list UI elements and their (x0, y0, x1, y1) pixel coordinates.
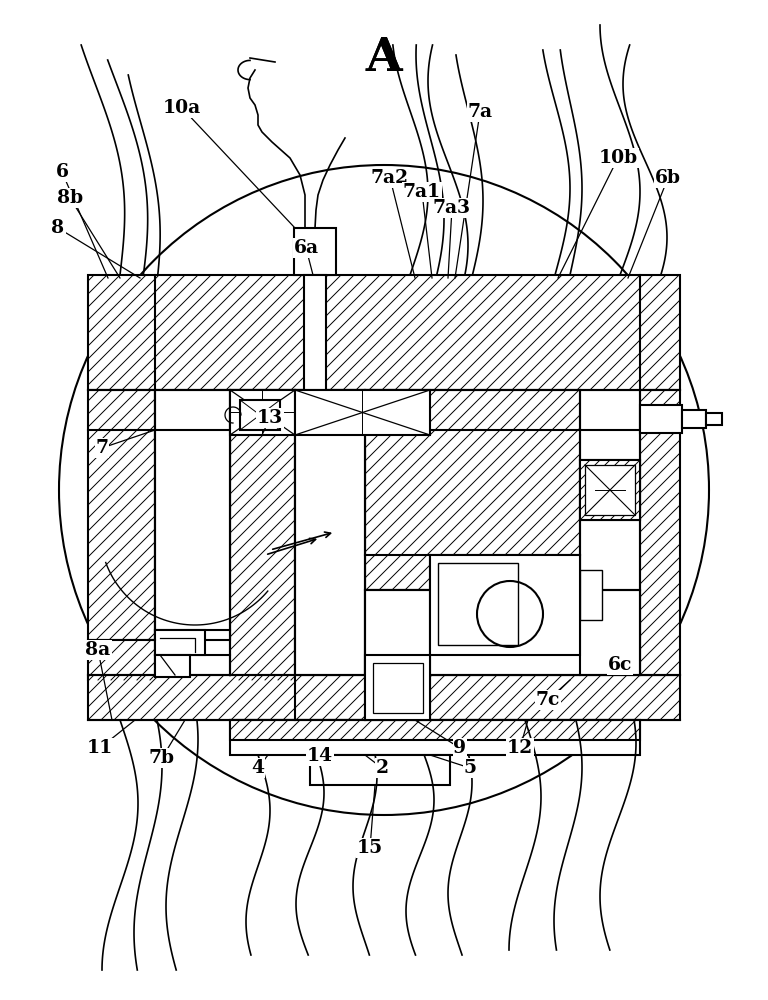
Text: 7b: 7b (149, 749, 175, 767)
Bar (373, 663, 423, 713)
Text: 6a: 6a (293, 239, 319, 257)
Text: A: A (366, 35, 402, 81)
Bar (682, 410, 706, 428)
Bar (294, 228, 336, 275)
Text: 5: 5 (464, 759, 476, 777)
Bar (706, 413, 722, 425)
Bar (365, 590, 640, 675)
Bar (155, 655, 190, 677)
Text: 9: 9 (453, 739, 466, 757)
Text: 10b: 10b (598, 149, 637, 167)
Text: 8: 8 (51, 219, 65, 237)
Text: 7a: 7a (468, 103, 492, 121)
Text: 8b: 8b (57, 189, 83, 207)
Bar (310, 755, 450, 785)
Bar (580, 460, 640, 520)
Text: 10a: 10a (163, 99, 201, 117)
Bar (640, 405, 682, 433)
Text: 12: 12 (507, 739, 533, 757)
Bar (230, 720, 640, 740)
Bar (88, 275, 680, 390)
Bar (240, 400, 280, 430)
Bar (230, 390, 295, 680)
Text: 2: 2 (376, 759, 389, 777)
Text: 7c: 7c (536, 691, 560, 709)
Bar (365, 655, 430, 720)
Bar (438, 563, 518, 645)
Bar (430, 555, 580, 655)
Bar (365, 390, 580, 590)
Text: 14: 14 (307, 747, 333, 765)
Text: 7a3: 7a3 (433, 199, 471, 217)
Text: 6c: 6c (607, 656, 632, 674)
Text: 15: 15 (357, 839, 383, 857)
Text: 7: 7 (95, 439, 108, 457)
Bar (88, 640, 155, 680)
Text: 7a1: 7a1 (403, 183, 441, 201)
Text: A: A (366, 35, 402, 81)
Bar (580, 570, 602, 620)
Bar (155, 630, 205, 655)
Bar (640, 390, 680, 675)
Text: 11: 11 (87, 739, 113, 757)
Text: 7a2: 7a2 (371, 169, 409, 187)
Text: 8a: 8a (85, 641, 111, 659)
Bar (304, 275, 326, 390)
Bar (230, 390, 295, 435)
Text: 4: 4 (251, 759, 264, 777)
Bar (88, 675, 680, 720)
Text: 13: 13 (257, 409, 283, 427)
Text: 6: 6 (55, 163, 68, 181)
Bar (295, 390, 365, 675)
Bar (295, 390, 430, 435)
Bar (585, 465, 635, 515)
Text: 6b: 6b (655, 169, 681, 187)
Bar (155, 390, 230, 640)
Bar (230, 720, 640, 755)
Bar (88, 390, 155, 640)
